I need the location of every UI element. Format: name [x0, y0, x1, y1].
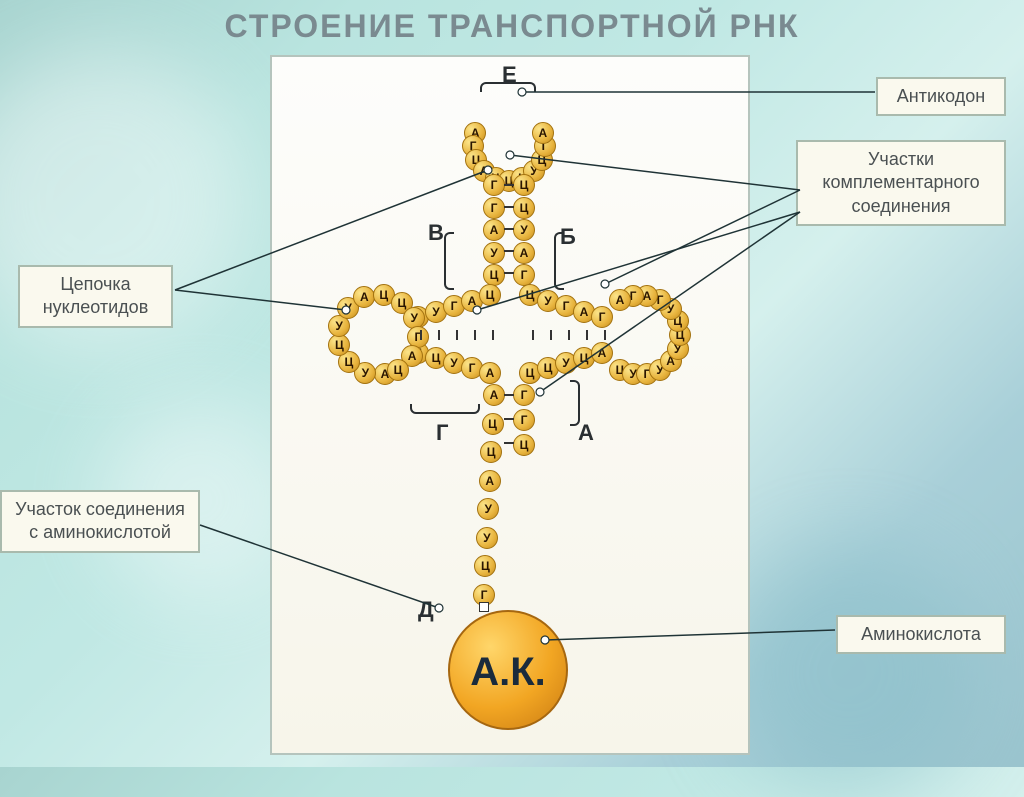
- base-pair: [456, 330, 458, 340]
- nucleotide: Г: [483, 197, 505, 219]
- connector-d: [479, 602, 489, 612]
- nucleotide: Г: [513, 409, 535, 431]
- base-pair: [568, 330, 570, 340]
- nucleotide: Ц: [387, 359, 409, 381]
- base-pair: [504, 250, 514, 252]
- nucleotide: Ц: [513, 174, 535, 196]
- base-pair: [504, 206, 514, 208]
- nucleotide: У: [477, 498, 499, 520]
- page-title: СТРОЕНИЕ ТРАНСПОРТНОЙ РНК: [0, 8, 1024, 45]
- label-anticodon: Антикодон: [876, 77, 1006, 116]
- nucleotide: А: [483, 384, 505, 406]
- amino-acid-circle: А.К.: [448, 610, 568, 730]
- base-pair: [504, 184, 514, 186]
- label-nucleotide-chain: Цепочка нуклеотидов: [18, 265, 173, 328]
- trna-structure: АГЦАЦЦЦУЦГАГГАУЦЦЦУАГЦУГАЦЦЦУГААУЦЦУУАЦЦ…: [270, 55, 750, 755]
- base-pair: [504, 394, 514, 396]
- nucleotide: Ц: [513, 434, 535, 456]
- nucleotide: А: [353, 286, 375, 308]
- label-amino-connection: Участок соединения с аминокислотой: [0, 490, 200, 553]
- base-pair: [586, 330, 588, 340]
- nucleotide: Ц: [480, 441, 502, 463]
- nucleotide: У: [483, 242, 505, 264]
- base-pair: [504, 418, 514, 420]
- nucleotide: Г: [513, 264, 535, 286]
- bg-decoration: [724, 547, 974, 797]
- nucleotide: Ц: [513, 197, 535, 219]
- nucleotide: А: [479, 470, 501, 492]
- label-complementary-regions: Участки комплементарного соединения: [796, 140, 1006, 226]
- label-aminoacid: Аминокислота: [836, 615, 1006, 654]
- nucleotide: А: [609, 289, 631, 311]
- nucleotide: Ц: [474, 555, 496, 577]
- base-pair: [504, 272, 514, 274]
- base-pair: [420, 330, 422, 340]
- nucleotide: Ц: [482, 413, 504, 435]
- nucleotide: У: [476, 527, 498, 549]
- nucleotide: А: [483, 219, 505, 241]
- base-pair: [492, 330, 494, 340]
- base-pair: [504, 442, 514, 444]
- nucleotide: Г: [591, 306, 613, 328]
- base-pair: [550, 330, 552, 340]
- nucleotide: У: [513, 219, 535, 241]
- base-pair: [438, 330, 440, 340]
- nucleotide: А: [591, 342, 613, 364]
- base-pair: [474, 330, 476, 340]
- nucleotide: Г: [513, 384, 535, 406]
- nucleotide: А: [479, 362, 501, 384]
- base-pair: [532, 330, 534, 340]
- nucleotide: Ц: [479, 284, 501, 306]
- nucleotide: Г: [483, 174, 505, 196]
- nucleotide: А: [513, 242, 535, 264]
- nucleotide: Ц: [483, 264, 505, 286]
- base-pair: [604, 330, 606, 340]
- nucleotide: А: [532, 122, 554, 144]
- base-pair: [504, 228, 514, 230]
